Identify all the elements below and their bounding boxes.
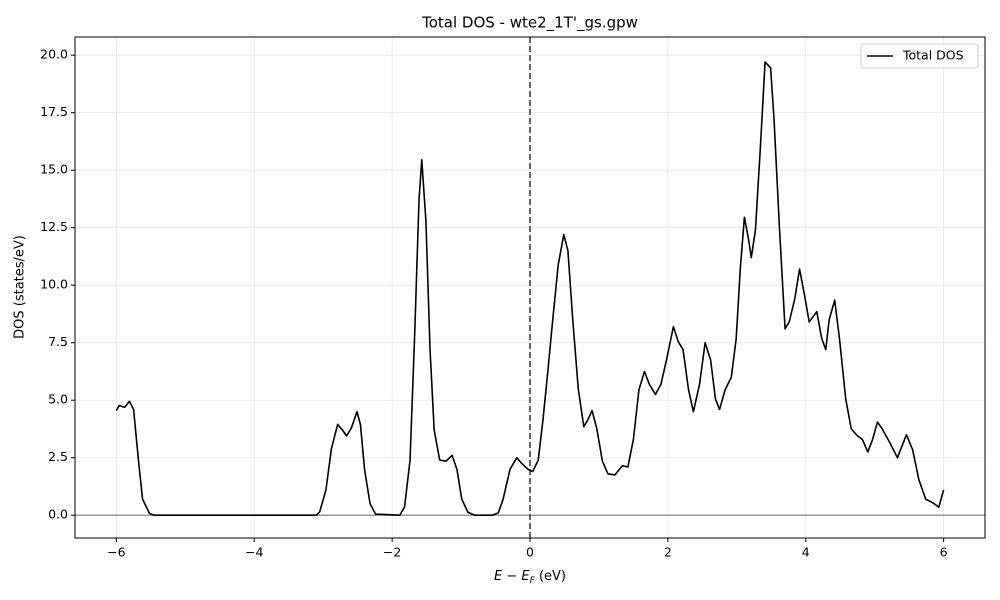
x-label-part: F	[530, 576, 536, 586]
y-tick-label: 15.0	[40, 162, 68, 177]
x-axis-label: E − EF (eV)	[494, 569, 566, 586]
y-tick-label: 17.5	[40, 104, 68, 119]
y-axis-label: DOS (states/eV)	[13, 235, 28, 339]
y-tick-label: 2.5	[48, 449, 68, 464]
x-label-part: (eV)	[535, 569, 566, 584]
legend-label: Total DOS	[902, 48, 964, 63]
y-tick-label: 0.0	[48, 507, 68, 522]
x-tick-label: 4	[802, 545, 810, 560]
x-tick-label: 6	[940, 545, 948, 560]
dos-line	[115, 61, 945, 517]
y-tick-label: 7.5	[48, 334, 68, 349]
y-tick-label: 5.0	[48, 392, 68, 407]
x-tick-label: 2	[664, 545, 672, 560]
x-label-part: E	[521, 569, 530, 584]
y-tick-label: 20.0	[40, 47, 68, 62]
x-tick-label: −6	[107, 545, 125, 560]
x-label-part: −	[502, 569, 521, 584]
chart-title: Total DOS - wte2_1T'_gs.gpw	[421, 14, 638, 33]
x-tick-label: 0	[526, 545, 534, 560]
legend-box	[860, 43, 979, 69]
plot-frame	[74, 36, 986, 539]
x-label-part: E	[494, 569, 503, 584]
y-tick-label: 12.5	[40, 219, 68, 234]
y-tick-label: 10.0	[40, 277, 68, 292]
x-tick-label: −2	[383, 545, 401, 560]
x-tick-label: −4	[245, 545, 263, 560]
